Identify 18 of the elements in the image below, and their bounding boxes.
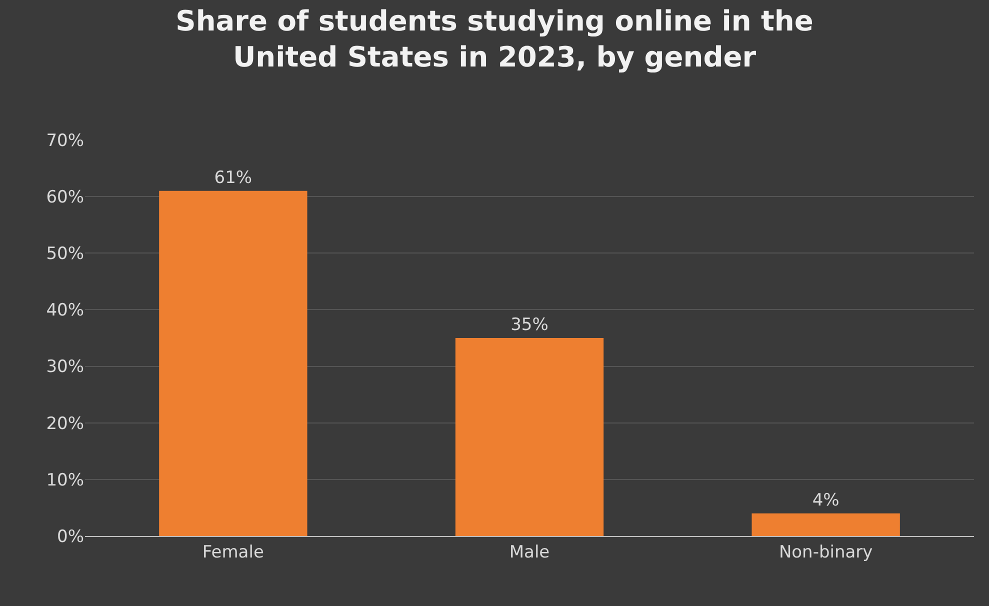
bar bbox=[455, 338, 604, 536]
data-label: 4% bbox=[812, 490, 840, 510]
x-tick-label: Non-binary bbox=[778, 542, 873, 562]
y-tick-label: 0% bbox=[57, 526, 84, 547]
bar bbox=[159, 190, 308, 536]
chart-title: Share of students studying online in the United States in 2023, by gender bbox=[176, 4, 814, 74]
y-tick-label: 20% bbox=[46, 414, 84, 434]
y-tick-label: 60% bbox=[46, 188, 84, 208]
y-tick-label: 50% bbox=[46, 244, 84, 264]
data-label: 35% bbox=[510, 315, 548, 335]
x-tick-label: Female bbox=[202, 542, 264, 562]
y-tick-label: 70% bbox=[46, 130, 84, 151]
data-label: 61% bbox=[214, 168, 252, 188]
y-tick-label: 30% bbox=[46, 357, 84, 378]
y-tick-label: 10% bbox=[46, 470, 84, 490]
y-tick-label: 40% bbox=[46, 300, 84, 321]
x-tick-label: Male bbox=[509, 542, 550, 562]
bar bbox=[752, 513, 900, 536]
